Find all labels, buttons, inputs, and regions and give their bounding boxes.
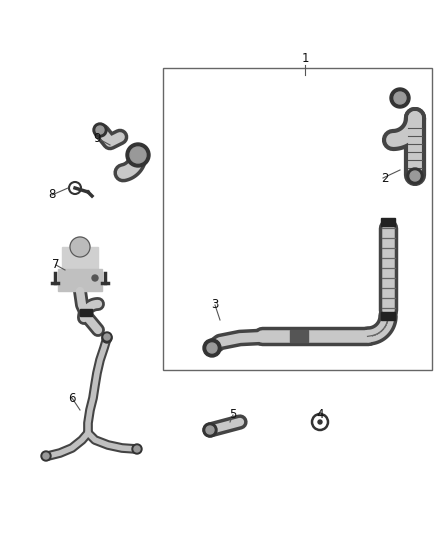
Bar: [58, 269, 102, 291]
Circle shape: [41, 451, 51, 461]
Text: 1: 1: [301, 52, 309, 64]
Circle shape: [134, 446, 140, 452]
Bar: [290, 330, 308, 342]
Circle shape: [126, 143, 150, 167]
Circle shape: [203, 339, 221, 357]
Bar: [62, 247, 98, 269]
Text: 6: 6: [68, 392, 76, 405]
Circle shape: [102, 332, 112, 342]
Circle shape: [96, 126, 104, 134]
Text: 7: 7: [52, 259, 60, 271]
Circle shape: [92, 275, 98, 281]
Text: 5: 5: [230, 408, 237, 422]
Text: 8: 8: [48, 189, 56, 201]
Bar: [381, 218, 395, 226]
Circle shape: [318, 420, 322, 424]
Text: 9: 9: [93, 132, 101, 144]
Circle shape: [394, 92, 406, 104]
Circle shape: [132, 444, 142, 454]
Circle shape: [206, 426, 214, 434]
Text: 3: 3: [211, 298, 219, 311]
Text: 2: 2: [381, 172, 389, 184]
Circle shape: [93, 123, 107, 137]
Bar: [381, 312, 395, 320]
Circle shape: [207, 343, 217, 353]
Bar: [163, 68, 432, 370]
Circle shape: [104, 334, 110, 340]
Circle shape: [203, 423, 217, 437]
Circle shape: [130, 147, 146, 163]
Circle shape: [407, 168, 423, 184]
Circle shape: [102, 333, 112, 343]
Circle shape: [410, 171, 420, 181]
Circle shape: [43, 453, 49, 459]
Text: 4: 4: [316, 408, 324, 422]
Bar: [80, 309, 92, 316]
Circle shape: [390, 88, 410, 108]
Circle shape: [70, 237, 90, 257]
